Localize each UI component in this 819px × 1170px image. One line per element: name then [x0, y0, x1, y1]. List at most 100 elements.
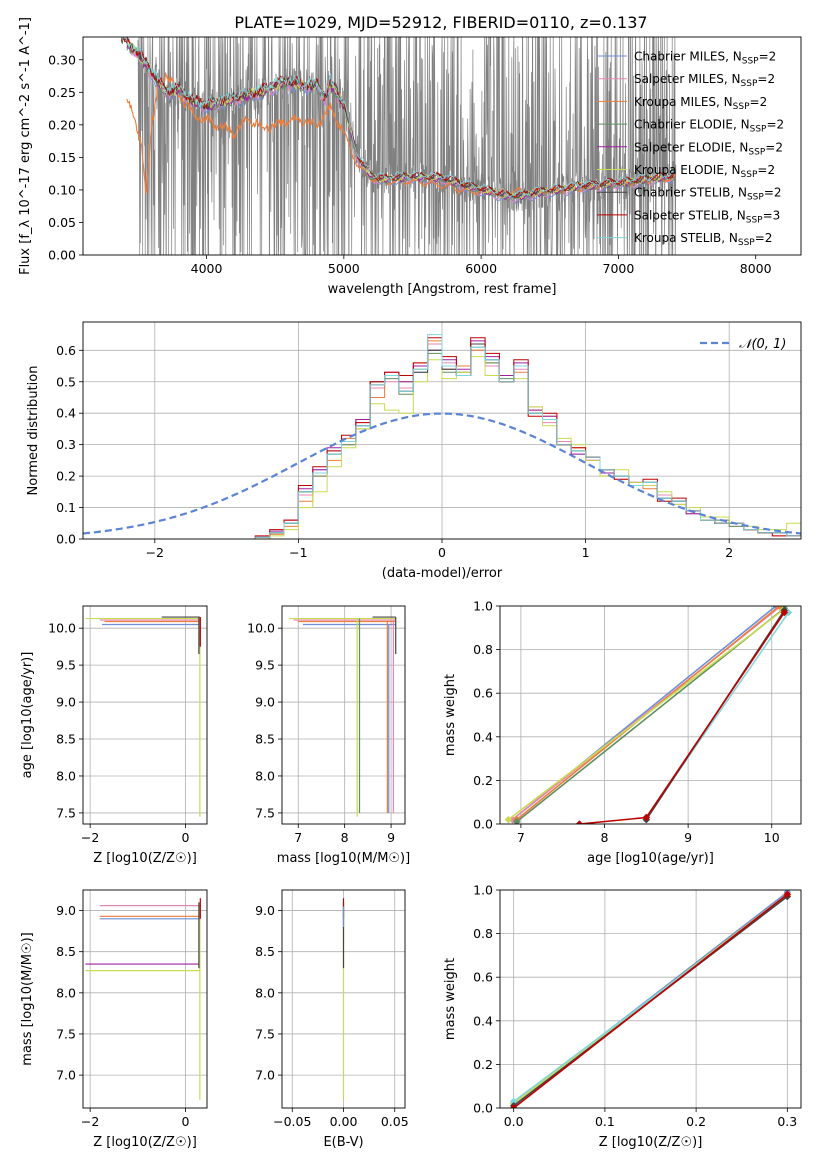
x-tick-label: 8000 [740, 261, 772, 276]
y-tick-label: 0.3 [56, 437, 76, 452]
y-tick-label: 8.0 [56, 985, 76, 1000]
legend-subscript: SSP [738, 238, 755, 248]
marker-salpeter-stelib [509, 1104, 518, 1108]
y-tick-label: 8.5 [56, 944, 76, 959]
panel-massweight_vs_Z: 0.0 0.1 0.2 0.3 0.0 0.2 0.4 0.6 0.8 1.0 Z [log10(Z… [443, 883, 802, 1150]
x-tick-label: 8 [601, 830, 609, 845]
x-axis-label: E(B-V) [323, 1135, 363, 1150]
plot-area [121, 37, 677, 255]
panels: 4000 5000 6000 7000 80000.000.050.100.150.20… [18, 17, 802, 1150]
legend-label-chabrier-stelib: Chabrier STELIB, NSSP=2 [634, 186, 782, 203]
y-tick-label: 0.05 [48, 215, 76, 230]
y-tick-label: 0.0 [473, 817, 493, 832]
y-tick-label: 0.0 [56, 532, 76, 547]
legend-subscript: SSP [747, 193, 764, 203]
axes-frame [499, 605, 802, 825]
x-tick-label: 10 [764, 830, 780, 845]
x-tick-label: 5000 [328, 261, 360, 276]
legend-subscript: SSP [746, 215, 763, 225]
legend-value: =2 [764, 186, 782, 200]
line-salpeter-stelib [579, 612, 785, 824]
x-tick-label: −2 [146, 545, 164, 560]
marker-salpeter-stelib [783, 890, 792, 899]
legend-value: =3 [763, 208, 781, 222]
legend-label-chabrier-miles: Chabrier MILES, NSSP=2 [634, 50, 776, 67]
axes-frame [499, 889, 802, 1109]
legend-value: =2 [759, 50, 777, 64]
y-tick-label: 9.0 [255, 903, 275, 918]
x-tick-label: 0 [182, 830, 190, 845]
y-tick-label: 10.0 [247, 621, 275, 636]
x-axis-label: wavelength [Angstrom, rest frame] [328, 282, 557, 297]
legend-subscript: SSP [748, 147, 765, 157]
legend-value: =2 [757, 72, 775, 86]
y-tick-label: 1.0 [473, 599, 493, 614]
legend-value: =2 [766, 118, 784, 132]
y-tick-label: 9.0 [56, 695, 76, 710]
normal-curve [83, 412, 801, 535]
x-tick-label: 6000 [465, 261, 497, 276]
legend-label-kroupa-elodie: Kroupa ELODIE, NSSP=2 [634, 163, 775, 180]
y-tick-label: 7.0 [56, 1068, 76, 1083]
y-axis-label: Flux [f_λ 10^-17 erg cm^-2 s^-1 A^-1] [18, 17, 33, 275]
x-tick-label: 0 [182, 1114, 190, 1129]
y-axis-label: Normed distribution [26, 366, 41, 496]
normal-legend-label: 𝒩(0, 1) [739, 337, 786, 352]
legend-subscript: SSP [742, 57, 759, 67]
x-tick-label: 0 [438, 545, 446, 560]
marker-kroupa-miles [775, 606, 784, 610]
y-axis-label: mass [log10(M/M☉)] [20, 932, 35, 1065]
x-axis-label: age [log10(age/yr)] [587, 851, 714, 866]
axes-frame [82, 605, 208, 825]
line-salpeter-stelib [513, 893, 788, 1108]
x-tick-label: 8 [341, 830, 349, 845]
x-axis-label: Z [log10(Z/Z☉)] [93, 1135, 197, 1150]
legend-value: =2 [765, 140, 783, 154]
line-kroupa-elodie [507, 609, 784, 821]
legend-subscript: SSP [733, 102, 750, 112]
y-tick-label: 0.8 [473, 642, 493, 657]
marker-chabrier-elodie [512, 817, 521, 824]
axes-frame [82, 889, 208, 1109]
legend-label-chabrier-elodie: Chabrier ELODIE, NSSP=2 [634, 118, 784, 135]
plot-area [83, 606, 207, 824]
model-kroupa-stelib [121, 37, 674, 197]
y-tick-label: 0.4 [473, 1013, 493, 1028]
figure-title: PLATE=1029, MJD=52912, FIBERID=0110, z=0… [234, 13, 647, 32]
legend-value: =2 [757, 163, 775, 177]
x-tick-label: 1 [582, 545, 590, 560]
x-tick-label: −1 [289, 545, 307, 560]
y-tick-label: 9.5 [255, 658, 275, 673]
y-tick-label: 8.0 [255, 768, 275, 783]
panel-residuals: −2 −1 0 1 2 0.0 0.1 0.2 0.3 0.4 0.5 0.6 (data-model)… [26, 321, 802, 581]
x-axis-label: (data-model)/error [382, 566, 503, 581]
x-tick-label: 0.3 [777, 1114, 797, 1129]
y-tick-label: 8.5 [56, 732, 76, 747]
x-tick-label: 7 [294, 830, 302, 845]
x-axis-label: Z [log10(Z/Z☉)] [599, 1135, 703, 1150]
marker-salpeter-stelib [780, 608, 789, 617]
panel-age_vs_Z: −2 0 7.5 8.0 8.5 9.0 9.5 10.0 Z [log10(Z/Z☉)] age… [20, 605, 208, 866]
y-tick-label: 0.20 [48, 117, 76, 132]
y-tick-label: 0.1 [56, 500, 76, 515]
x-tick-label: 7 [517, 830, 525, 845]
axes-frame [281, 889, 406, 1109]
y-tick-label: 8.0 [56, 768, 76, 783]
legend-label-salpeter-miles: Salpeter MILES, NSSP=2 [634, 72, 775, 89]
y-tick-label: 0.6 [56, 343, 76, 358]
y-tick-label: 9.0 [56, 903, 76, 918]
y-tick-label: 0.25 [48, 85, 76, 100]
y-tick-label: 0.6 [473, 686, 493, 701]
plot-area [282, 890, 405, 1108]
y-tick-label: 8.5 [255, 732, 275, 747]
y-tick-label: 8.5 [255, 944, 275, 959]
x-tick-label: 2 [725, 545, 733, 560]
x-tick-label: 9 [684, 830, 692, 845]
histogram-kroupa-stelib [254, 334, 801, 539]
y-axis-label: mass weight [443, 958, 458, 1040]
y-tick-label: 0.5 [56, 374, 76, 389]
x-tick-label: 4000 [191, 261, 223, 276]
x-tick-label: 0.00 [330, 1114, 358, 1129]
plot-area [83, 322, 801, 539]
